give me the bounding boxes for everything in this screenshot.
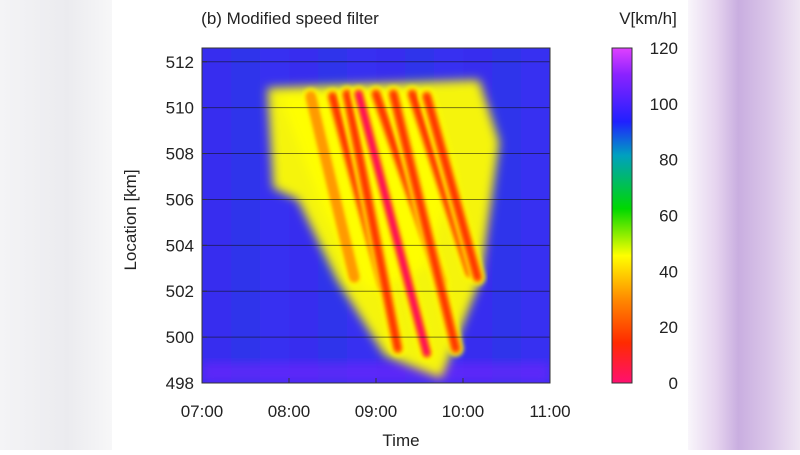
wave-core [355,90,430,357]
free-flow-band [231,48,261,383]
colorbar-ticks: 0 20 40 60 80 100 120 [650,39,678,393]
high-speed-band [202,362,550,383]
chart-title: (b) Modified speed filter [201,9,379,28]
y-tick-label: 502 [166,282,194,301]
y-tick-label: 498 [166,374,194,393]
grid-lines [202,61,550,338]
wave-group [302,85,486,362]
colorbar-tick-label: 120 [650,39,678,58]
free-flow-band [521,48,550,383]
y-tick-label: 508 [166,145,194,164]
colorbar-tick-label: 0 [669,374,678,393]
free-flow-band [492,48,522,383]
wave-core [390,90,459,352]
y-axis: 498 500 502 504 506 508 510 512 [166,53,207,393]
y-tick-label: 510 [166,99,194,118]
colorbar-label: V[km/h] [619,9,677,28]
free-flow-band [202,48,232,383]
y-axis-label: Location [km] [121,169,140,270]
colorbar-tick-label: 40 [659,262,678,281]
left-background [0,0,112,450]
x-tick-label: 09:00 [355,402,398,421]
wave-core [423,93,481,281]
colorbar-tick-label: 80 [659,151,678,170]
y-tick-label: 506 [166,190,194,209]
colorbar-tick-label: 20 [659,318,678,337]
x-tick-label: 10:00 [442,402,485,421]
x-axis-label: Time [382,431,419,450]
colorbar [611,47,633,384]
right-background [688,0,800,450]
wave-core [344,90,401,352]
plot-area [202,48,550,383]
x-tick-label: 08:00 [268,402,311,421]
x-axis: 07:00 08:00 09:00 10:00 11:00 [181,378,571,421]
colorbar-tick-label: 100 [650,95,678,114]
y-tick-label: 512 [166,53,194,72]
y-tick-label: 500 [166,328,194,347]
colorbar-tick-label: 60 [659,207,678,226]
x-tick-label: 11:00 [529,402,570,421]
figure: (b) Modified speed filter 498 500 502 504 50… [112,0,688,450]
x-tick-label: 07:00 [181,402,224,421]
wave-core [307,93,358,281]
heatmap-chart: (b) Modified speed filter 498 500 502 504 50… [121,9,678,450]
y-tick-label: 504 [166,236,194,255]
